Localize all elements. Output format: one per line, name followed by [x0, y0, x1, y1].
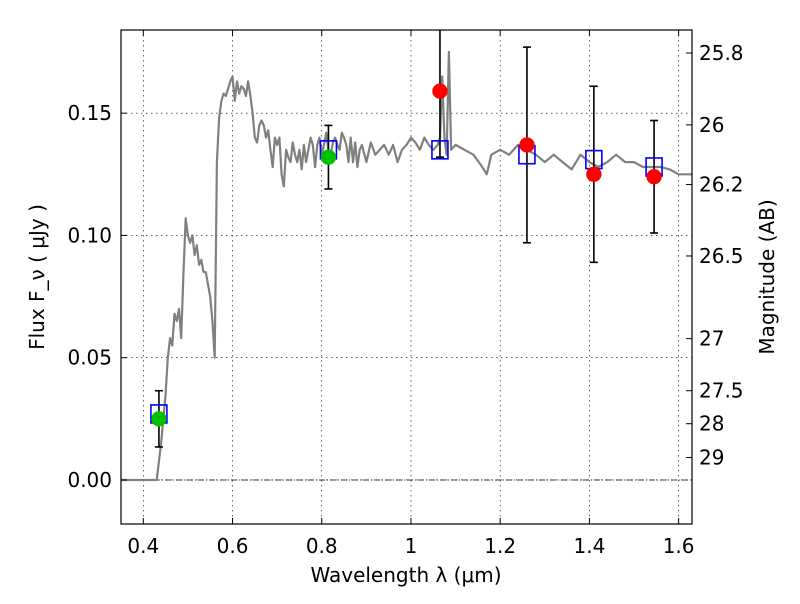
right-axis-title: Magnitude (AB): [755, 199, 779, 354]
y-tick-label: 0.05: [67, 346, 112, 370]
x-tick-label: 1.4: [573, 534, 605, 558]
x-tick-label: 0.8: [306, 534, 338, 558]
plot-frame: [120, 29, 693, 525]
x-tick-label: 0.6: [217, 534, 249, 558]
spectrum-layer: [121, 50, 692, 482]
x-tick-label: 1.2: [484, 534, 516, 558]
model-spectrum-line: [121, 50, 692, 482]
observed-points-layer: [151, 83, 662, 427]
x-axis-title: Wavelength λ (μm): [310, 563, 501, 587]
x-axis-ticks: 0.4 0.6 0.8 1 1.2 1.4 1.6: [127, 30, 695, 558]
observed-point: [320, 149, 337, 165]
observed-point: [519, 137, 535, 153]
right-tick-label: 27: [699, 327, 724, 351]
right-tick-label: 26: [699, 113, 724, 137]
right-tick-label: 29: [699, 445, 724, 469]
model-photometry-layer: [150, 140, 663, 424]
right-axis-ticks: 25.8 26 26.2 26.5 27 27.5 28 29: [686, 41, 744, 469]
x-tick-label: 1: [405, 534, 418, 558]
observed-point: [586, 166, 602, 183]
y-axis-title: Flux F_ν ( μJy ): [25, 204, 49, 350]
y-tick-label: 0.10: [67, 223, 112, 247]
x-tick-label: 1.6: [663, 534, 695, 558]
y-axis-ticks: 0.00 0.05 0.10 0.15: [67, 101, 127, 492]
right-tick-label: 28: [699, 412, 724, 436]
observed-point: [432, 83, 448, 99]
y-tick-label: 0.00: [67, 468, 112, 492]
observed-point: [646, 168, 662, 185]
right-tick-label: 26.5: [699, 244, 744, 268]
right-tick-label: 26.2: [699, 173, 744, 197]
y-tick-label: 0.15: [67, 101, 112, 125]
model-photometry-square: [431, 140, 449, 160]
x-tick-label: 0.4: [127, 534, 159, 558]
errorbar-layer: [154, 30, 659, 448]
observed-point: [151, 411, 167, 427]
right-tick-label: 27.5: [699, 379, 744, 403]
right-tick-label: 25.8: [699, 41, 744, 65]
